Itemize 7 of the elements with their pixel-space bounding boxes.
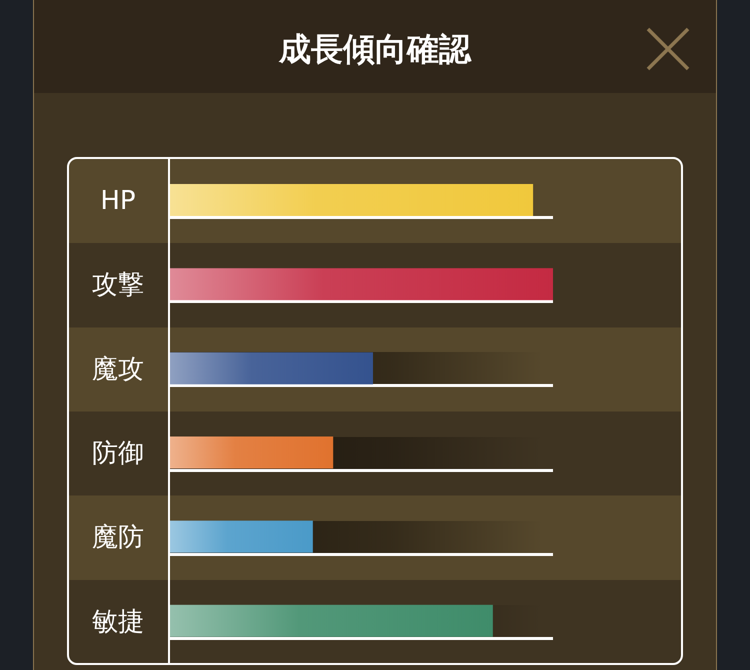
category-label: HP: [100, 186, 136, 216]
title: 成長傾向確認: [279, 30, 471, 68]
category-label: 魔防: [92, 522, 144, 553]
category-label: 攻撃: [92, 270, 144, 300]
category-label: 防御: [92, 438, 144, 468]
category-label: 魔攻: [92, 354, 144, 384]
category-label: 敏捷: [92, 606, 144, 637]
